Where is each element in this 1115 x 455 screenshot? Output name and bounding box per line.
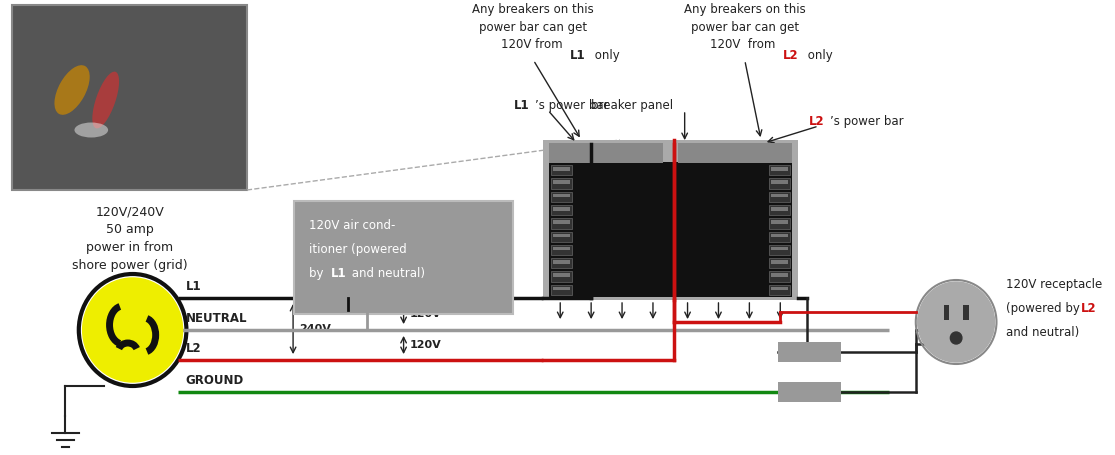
FancyBboxPatch shape	[553, 233, 570, 237]
Text: breaker panel: breaker panel	[591, 99, 673, 112]
FancyBboxPatch shape	[551, 245, 572, 255]
FancyBboxPatch shape	[768, 205, 789, 215]
FancyBboxPatch shape	[768, 165, 789, 175]
FancyBboxPatch shape	[768, 218, 789, 228]
FancyBboxPatch shape	[553, 247, 570, 250]
Text: by: by	[310, 267, 328, 280]
FancyBboxPatch shape	[551, 218, 572, 228]
FancyBboxPatch shape	[768, 232, 789, 242]
Text: 120V: 120V	[409, 309, 442, 319]
FancyBboxPatch shape	[551, 205, 572, 215]
FancyBboxPatch shape	[553, 167, 570, 171]
FancyBboxPatch shape	[778, 342, 841, 362]
Text: L2: L2	[185, 342, 201, 355]
Text: and neutral): and neutral)	[348, 267, 425, 280]
FancyBboxPatch shape	[553, 193, 570, 197]
FancyBboxPatch shape	[770, 167, 788, 171]
Text: L2: L2	[1082, 302, 1097, 315]
FancyBboxPatch shape	[770, 180, 788, 184]
FancyBboxPatch shape	[551, 232, 572, 242]
Text: only: only	[591, 49, 620, 61]
Ellipse shape	[93, 71, 119, 128]
FancyBboxPatch shape	[770, 220, 788, 224]
FancyBboxPatch shape	[549, 143, 662, 163]
FancyBboxPatch shape	[11, 5, 246, 190]
Text: NEUTRAL: NEUTRAL	[185, 312, 246, 325]
Text: 120V receptacle: 120V receptacle	[1006, 278, 1103, 291]
Text: Any breakers on this
power bar can get
120V  from: Any breakers on this power bar can get 1…	[683, 3, 806, 51]
FancyBboxPatch shape	[553, 220, 570, 224]
FancyBboxPatch shape	[551, 271, 572, 282]
Circle shape	[950, 332, 962, 344]
FancyBboxPatch shape	[770, 207, 788, 211]
FancyBboxPatch shape	[770, 260, 788, 264]
Text: only: only	[804, 49, 833, 61]
FancyBboxPatch shape	[553, 260, 570, 264]
FancyBboxPatch shape	[553, 287, 570, 290]
FancyBboxPatch shape	[551, 165, 572, 175]
Ellipse shape	[75, 122, 108, 137]
Text: 240V: 240V	[299, 324, 331, 334]
FancyBboxPatch shape	[770, 247, 788, 250]
Text: L1: L1	[330, 267, 346, 280]
FancyBboxPatch shape	[768, 271, 789, 282]
Text: 120V: 120V	[409, 340, 442, 350]
FancyBboxPatch shape	[768, 258, 789, 268]
Text: 120V air cond-: 120V air cond-	[310, 219, 396, 232]
FancyBboxPatch shape	[543, 140, 797, 300]
Text: L2: L2	[809, 115, 825, 128]
FancyBboxPatch shape	[551, 285, 572, 295]
FancyBboxPatch shape	[943, 305, 949, 320]
Text: L1: L1	[570, 49, 585, 61]
FancyBboxPatch shape	[768, 178, 789, 189]
Circle shape	[83, 278, 183, 382]
FancyBboxPatch shape	[553, 180, 570, 184]
Text: Any breakers on this
power bar can get
120V from: Any breakers on this power bar can get 1…	[473, 3, 594, 51]
Text: GROUND: GROUND	[185, 374, 244, 387]
Circle shape	[918, 282, 995, 362]
Text: L1: L1	[185, 280, 201, 293]
FancyBboxPatch shape	[768, 245, 789, 255]
FancyBboxPatch shape	[551, 258, 572, 268]
Text: itioner (powered: itioner (powered	[310, 243, 407, 256]
FancyBboxPatch shape	[553, 273, 570, 277]
Ellipse shape	[55, 65, 89, 115]
Text: (powered by: (powered by	[1006, 302, 1084, 315]
Text: ’s power bar: ’s power bar	[831, 115, 904, 128]
FancyBboxPatch shape	[551, 192, 572, 202]
FancyBboxPatch shape	[549, 162, 792, 297]
FancyBboxPatch shape	[770, 273, 788, 277]
FancyBboxPatch shape	[963, 305, 969, 320]
Text: and neutral): and neutral)	[1006, 326, 1079, 339]
Text: ’s power bar: ’s power bar	[535, 99, 609, 112]
FancyBboxPatch shape	[770, 287, 788, 290]
Text: L1: L1	[514, 99, 530, 112]
FancyBboxPatch shape	[768, 285, 789, 295]
Text: L2: L2	[783, 49, 798, 61]
FancyBboxPatch shape	[770, 233, 788, 237]
Text: 120V/240V
50 amp
power in from
shore power (grid): 120V/240V 50 amp power in from shore pow…	[71, 205, 187, 272]
FancyBboxPatch shape	[553, 207, 570, 211]
FancyBboxPatch shape	[768, 192, 789, 202]
FancyBboxPatch shape	[551, 178, 572, 189]
FancyBboxPatch shape	[678, 143, 792, 163]
FancyBboxPatch shape	[770, 193, 788, 197]
FancyBboxPatch shape	[778, 382, 841, 402]
FancyBboxPatch shape	[294, 201, 513, 314]
